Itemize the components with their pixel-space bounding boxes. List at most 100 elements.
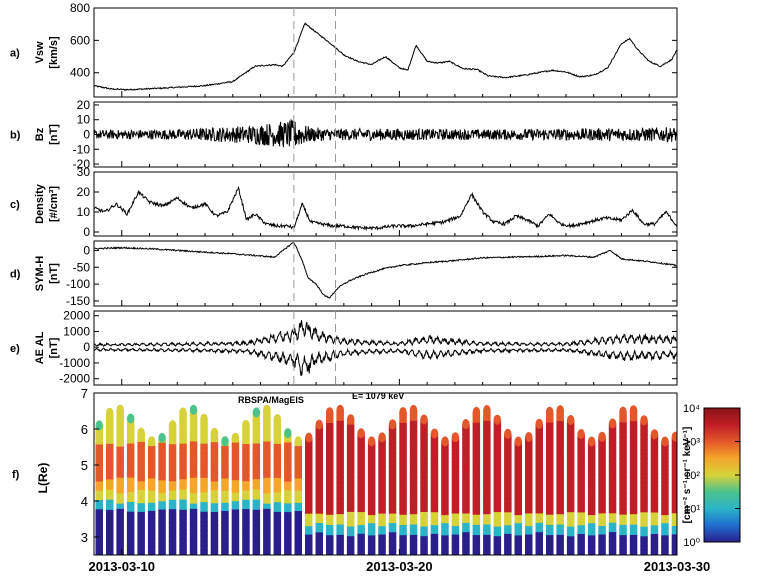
- colorbar-tick-label: 10³: [684, 437, 700, 449]
- panel-c: 0 10 20 30 c) Density [#/cm³]: [10, 165, 678, 239]
- orbit-pass: [200, 413, 208, 424]
- orbit-pass: [640, 415, 648, 426]
- x-tick-label: 2013-03-10: [89, 559, 156, 574]
- plot-frame: [93, 310, 678, 386]
- colorbar-tick-label: 10⁰: [683, 537, 700, 549]
- heatmap-panel: 3 4 5 6 7 2013-03-10 2013-03-20 2013-03-30 f) L(R…: [12, 386, 710, 574]
- colorbar-tick-label: 10⁴: [683, 403, 700, 415]
- data-trace: [94, 185, 677, 232]
- y-tick-label: 20: [77, 185, 91, 199]
- y-tick-label: 5: [81, 458, 88, 473]
- orbit-pass: [493, 414, 501, 425]
- y-axis-label: [nT]: [48, 337, 60, 358]
- orbit-pass: [608, 418, 617, 429]
- orbit-pass: [556, 405, 564, 416]
- orbit-pass: [472, 406, 481, 417]
- y-tick-label: -150: [66, 294, 90, 308]
- orbit-pass: [137, 427, 145, 438]
- orbit-pass: [514, 436, 522, 447]
- colorbar-tick-label: 10²: [684, 470, 700, 482]
- y-tick-label: 0: [83, 340, 90, 354]
- y-axis-label: Bz: [34, 127, 46, 141]
- orbit-pass: [147, 436, 156, 447]
- orbit-pass: [273, 414, 281, 424]
- orbit-pass: [441, 436, 449, 447]
- orbit-pass: [168, 420, 177, 431]
- y-axis-label: Density: [34, 183, 46, 224]
- y-axis-label: SYM-H: [34, 256, 46, 292]
- y-tick-label: 4: [81, 494, 88, 509]
- orbit-pass: [263, 404, 271, 415]
- x-tick-label: 2013-03-30: [644, 559, 711, 574]
- orbit-pass: [127, 413, 135, 424]
- colorbar-tick-label: 10¹: [684, 504, 700, 516]
- orbit-pass: [546, 406, 554, 417]
- orbit-pass: [336, 404, 344, 415]
- orbit-pass: [231, 432, 240, 443]
- panel-d: -150 -100 -50 0 d) SYM-H [nT]: [10, 240, 678, 308]
- orbit-pass: [388, 419, 397, 430]
- orbit-pass: [535, 418, 543, 429]
- y-tick-label: 6: [81, 422, 88, 437]
- orbit-pass: [525, 432, 533, 442]
- panel-letter: a): [10, 48, 20, 60]
- orbit-pass: [483, 405, 491, 415]
- orbit-pass: [179, 407, 187, 418]
- panel-letter: e): [10, 343, 20, 355]
- orbit-pass: [294, 436, 302, 447]
- y-tick-label: -10: [73, 142, 91, 156]
- orbit-pass: [315, 419, 323, 430]
- orbit-pass: [671, 431, 677, 442]
- plot-frame: [93, 392, 678, 556]
- orbit-pass: [221, 436, 229, 447]
- orbit-pass: [252, 407, 261, 418]
- heatmap-body: [95, 404, 677, 555]
- y-tick-label: 0: [83, 128, 90, 142]
- y-tick-label: 7: [81, 386, 88, 401]
- orbit-pass: [347, 414, 355, 425]
- orbit-pass: [462, 419, 470, 429]
- al-trace: [94, 347, 677, 376]
- panel-letter: c): [10, 199, 20, 211]
- y-tick-label: 10: [77, 113, 91, 127]
- data-trace: [94, 241, 677, 299]
- energy-label: E= 1079 keV: [352, 391, 404, 401]
- y-tick-label: 2000: [63, 309, 90, 323]
- y-tick-label: 10: [77, 205, 91, 219]
- orbit-pass: [189, 404, 198, 415]
- y-axis-label: [nT]: [48, 124, 60, 145]
- orbit-pass: [650, 429, 659, 440]
- orbit-pass: [399, 407, 407, 418]
- y-tick-label: -20: [73, 157, 91, 171]
- y-tick-label: 30: [77, 165, 91, 179]
- y-tick-label: 20: [77, 98, 91, 112]
- orbit-pass: [95, 420, 103, 431]
- panel-letter: d): [10, 269, 21, 281]
- colorbar-gradient: [703, 407, 741, 543]
- orbit-pass: [357, 428, 365, 439]
- y-tick-label: 600: [70, 33, 90, 47]
- orbit-pass: [598, 431, 606, 442]
- orbit-pass: [106, 407, 114, 418]
- x-tick-label: 2013-03-20: [366, 559, 433, 574]
- orbit-pass: [242, 419, 250, 430]
- plot-frame: [93, 240, 678, 307]
- y-axis-label: AE AL: [34, 331, 46, 364]
- orbit-pass: [619, 406, 627, 417]
- data-trace: [94, 22, 677, 91]
- panel-letter: b): [10, 130, 21, 142]
- colorbar: 10⁰ 10¹ 10² 10³ 10⁴ [cm⁻² s⁻¹ sr⁻¹ keV⁻¹]: [682, 403, 741, 549]
- orbit-pass: [116, 404, 124, 415]
- plot-frame: [93, 171, 678, 237]
- orbit-pass: [210, 427, 219, 438]
- instrument-label: RBSPA/MagEIS: [238, 395, 304, 405]
- orbit-pass: [409, 404, 418, 415]
- orbit-pass: [420, 414, 428, 425]
- y-tick-label: 3: [81, 530, 88, 545]
- panel-a: 400 600 800 a) Vsw [km/s]: [10, 1, 678, 98]
- data-trace: [94, 118, 677, 148]
- orbit-pass: [629, 405, 638, 416]
- y-tick-label: 0: [83, 225, 90, 239]
